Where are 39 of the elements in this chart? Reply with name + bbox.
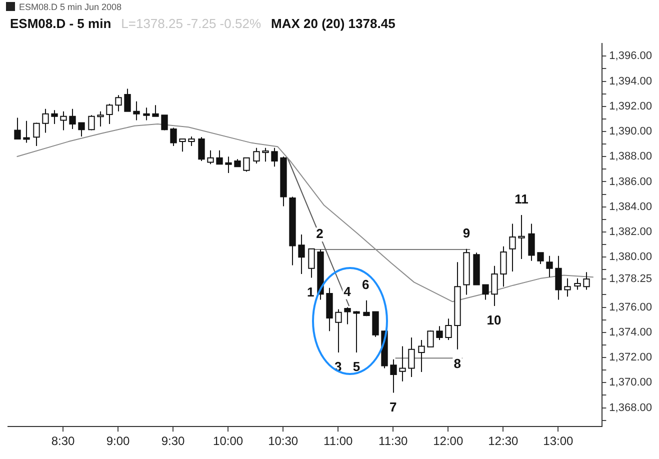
x-tick-label: 11:30 [378, 434, 408, 448]
text: ESM08.D 5 min Jun 2008 [19, 2, 122, 12]
x-tick-label: 9:00 [106, 434, 130, 448]
y-tick-label: 1,394.00 [609, 75, 652, 88]
annotation: 11 [514, 192, 528, 207]
annotation: 9 [462, 225, 470, 240]
y-tick-label: 1,386.00 [609, 176, 652, 188]
annotation: 4 [344, 284, 352, 299]
y-tick-label: 1,392.00 [609, 100, 652, 112]
y-tick-label: 1,390.00 [609, 126, 652, 138]
y-tick-label: 1,384.00 [609, 200, 652, 213]
y-tick-label: 1,374.00 [609, 326, 652, 338]
y-tick-label: 1,378.25 [609, 273, 652, 286]
x-tick-label: 12:30 [488, 434, 518, 448]
annotation: 5 [352, 359, 360, 374]
y-tick-label: 1,372.00 [609, 352, 652, 364]
x-tick-label: 10:30 [268, 434, 298, 448]
x-tick-label: 13:00 [543, 434, 574, 448]
y-tick-label: 1,370.00 [609, 376, 652, 389]
chart-title: ESM08.D - 5 min [10, 16, 112, 31]
x-tick-label: 8:30 [51, 434, 76, 448]
annotation: 1 [306, 284, 314, 300]
annotation: 10 [486, 312, 502, 328]
y-tick-label: 1,380.00 [609, 251, 652, 264]
y-tick-label: 1,382.00 [609, 226, 652, 238]
annotation: 6 [362, 276, 370, 292]
x-tick-label: 11:00 [324, 434, 353, 448]
chart-subtitle: L=1378.25 -7.25 -0.52% [121, 16, 261, 31]
annotation: 2 [316, 226, 324, 242]
y-tick-label: 1,368.00 [609, 402, 652, 414]
x-tick-label: 9:30 [161, 434, 186, 448]
y-tick-label: 1,388.00 [609, 150, 652, 163]
y-tick-label: 1,396.00 [609, 50, 652, 62]
x-tick-label: 10:00 [213, 434, 244, 448]
x-tick-label: 12:00 [433, 434, 464, 448]
annotation: 7 [390, 399, 397, 414]
y-tick-label: 1,376.00 [609, 301, 652, 314]
annotation: 8 [454, 356, 461, 371]
text: MAX 20 (20) 1378.45 [271, 16, 396, 31]
